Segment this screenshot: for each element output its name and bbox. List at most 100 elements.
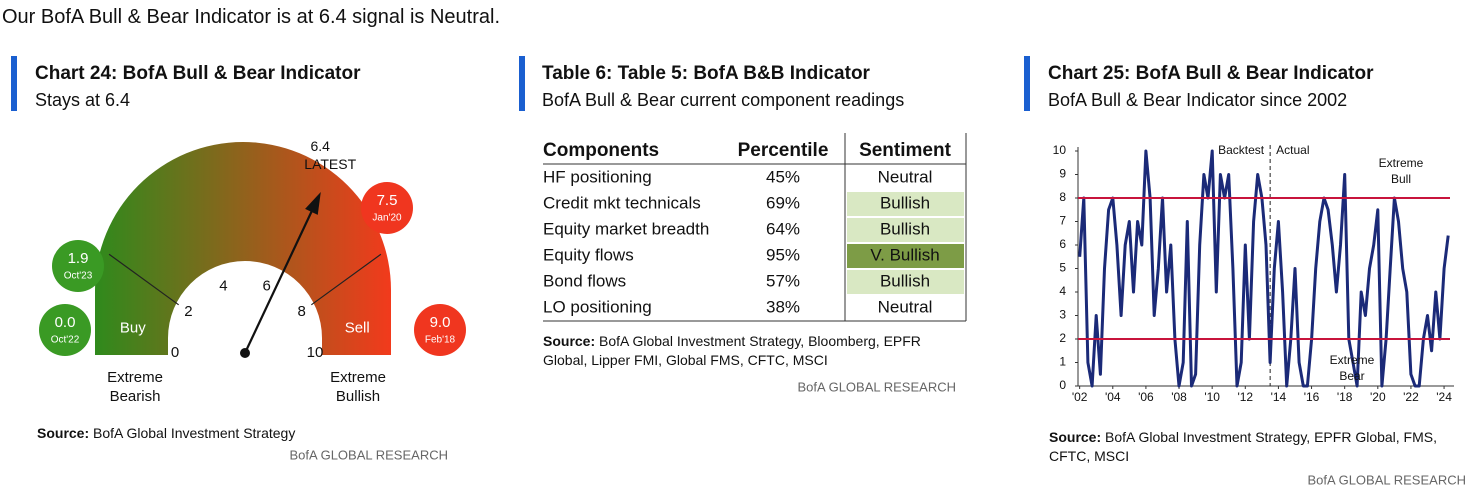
end-label: Extreme Bullish xyxy=(330,369,386,405)
percentile: 57% xyxy=(766,271,800,290)
bubble-value: 9.0 xyxy=(430,314,451,331)
y-tick-label: 6 xyxy=(1059,237,1066,251)
y-tick-label: 4 xyxy=(1059,284,1066,298)
sentiment: Bullish xyxy=(880,219,930,238)
source: Source: BofA Global Investment Strategy xyxy=(37,424,457,443)
history-bubble xyxy=(52,240,104,292)
gauge-tick-label: 0 xyxy=(171,344,179,361)
x-tick-label: '20 xyxy=(1370,390,1386,404)
column-header: Sentiment xyxy=(859,140,952,161)
bubble-value: 0.0 xyxy=(55,314,76,331)
component: Equity market breadth xyxy=(543,219,709,238)
gauge-tick-label: 4 xyxy=(219,277,227,294)
x-tick-label: '02 xyxy=(1072,390,1088,404)
x-tick-label: '10 xyxy=(1204,390,1220,404)
y-tick-label: 10 xyxy=(1053,143,1067,157)
indicator-line xyxy=(1078,149,1450,388)
zone-label: Extreme Bull xyxy=(1378,156,1424,186)
y-tick-label: 9 xyxy=(1059,167,1066,181)
component: Equity flows xyxy=(543,245,634,264)
y-tick-label: 7 xyxy=(1059,214,1066,228)
source-text: BofA Global Investment Strategy xyxy=(93,425,296,441)
component: LO positioning xyxy=(543,297,652,316)
divider-label: Backtest xyxy=(1218,143,1265,157)
zone-divider xyxy=(108,253,180,306)
line-title: Chart 25: BofA Bull & Bear Indicator xyxy=(1048,63,1374,84)
percentile: 45% xyxy=(766,167,800,186)
x-tick-label: '18 xyxy=(1337,390,1353,404)
line-subtitle: BofA Bull & Bear Indicator since 2002 xyxy=(1048,90,1347,110)
gauge-tick-label: 2 xyxy=(184,303,192,320)
component: Bond flows xyxy=(543,271,626,290)
table-subtitle: BofA Bull & Bear current component readi… xyxy=(542,90,904,110)
gauge-title: Chart 24: BofA Bull & Bear Indicator xyxy=(35,63,361,84)
history-bubble xyxy=(414,304,466,356)
component: HF positioning xyxy=(543,167,652,186)
y-tick-label: 3 xyxy=(1059,308,1066,322)
component: Credit mkt technicals xyxy=(543,193,701,212)
sentiment-cell xyxy=(847,244,964,268)
table-title: Table 6: Table 5: BofA B&B Indicator xyxy=(542,63,871,84)
title-bar xyxy=(519,56,525,111)
sentiment: Neutral xyxy=(878,167,933,186)
gauge-tick-label: 6 xyxy=(262,277,270,294)
brand: BofA GLOBAL RESEARCH xyxy=(290,447,448,462)
bubble-value: 7.5 xyxy=(377,192,398,209)
y-tick-label: 2 xyxy=(1059,331,1066,345)
bubble-date: Oct'23 xyxy=(64,271,93,282)
x-tick-label: '06 xyxy=(1138,390,1154,404)
divider-label: Actual xyxy=(1276,143,1309,157)
source-label: Source: xyxy=(37,425,90,441)
zone-label: Extreme Bear xyxy=(1329,353,1375,383)
x-tick-label: '04 xyxy=(1105,390,1121,404)
gauge-subtitle: Stays at 6.4 xyxy=(35,90,130,110)
y-tick-label: 8 xyxy=(1059,190,1066,204)
needle-pivot xyxy=(240,348,250,358)
sentiment-cell xyxy=(847,218,964,242)
percentile: 38% xyxy=(766,297,800,316)
source: Source: BofA Global Investment Strategy,… xyxy=(1049,428,1469,466)
source-text: BofA Global Investment Strategy, EPFR Gl… xyxy=(1049,429,1438,464)
bubble-value: 1.9 xyxy=(68,250,89,267)
column-header: Components xyxy=(543,140,659,161)
gauge-band xyxy=(95,142,391,355)
title-bar xyxy=(1024,56,1030,111)
brand: BofA GLOBAL RESEARCH xyxy=(1308,472,1466,487)
source-label: Source: xyxy=(1049,429,1102,445)
history-bubble xyxy=(361,182,413,234)
source-text: BofA Global Investment Strategy, Bloombe… xyxy=(543,333,921,368)
bubble-date: Oct'22 xyxy=(51,335,80,346)
x-tick-label: '14 xyxy=(1271,390,1287,404)
sentiment-cell xyxy=(847,192,964,216)
x-tick-label: '12 xyxy=(1237,390,1253,404)
end-label: Extreme Bearish xyxy=(107,369,163,405)
zone-label: Sell xyxy=(345,320,370,337)
gauge-caption: LATEST xyxy=(304,156,356,172)
history-bubble xyxy=(39,304,91,356)
sentiment: Bullish xyxy=(880,271,930,290)
headline: Our BofA Bull & Bear Indicator is at 6.4… xyxy=(2,6,501,28)
x-tick-label: '24 xyxy=(1436,390,1452,404)
gauge-value: 6.4 xyxy=(310,138,330,154)
bubble-date: Feb'18 xyxy=(425,335,456,346)
percentile: 69% xyxy=(766,193,800,212)
brand: BofA GLOBAL RESEARCH xyxy=(798,379,956,394)
y-tick-label: 0 xyxy=(1059,378,1066,392)
gauge-tick-label: 10 xyxy=(307,344,324,361)
sentiment: V. Bullish xyxy=(870,245,939,264)
title-bar xyxy=(11,56,17,111)
sentiment-cell xyxy=(847,270,964,294)
x-tick-label: '08 xyxy=(1171,390,1187,404)
percentile: 95% xyxy=(766,245,800,264)
bubble-date: Jan'20 xyxy=(372,213,402,224)
needle-head xyxy=(305,191,321,215)
zone-divider xyxy=(310,253,382,306)
source: Source: BofA Global Investment Strategy,… xyxy=(543,332,953,370)
y-tick-label: 5 xyxy=(1059,261,1066,275)
column-header: Percentile xyxy=(738,140,829,161)
gauge-tick-label: 8 xyxy=(297,303,305,320)
y-tick-label: 1 xyxy=(1059,355,1066,369)
percentile: 64% xyxy=(766,219,800,238)
